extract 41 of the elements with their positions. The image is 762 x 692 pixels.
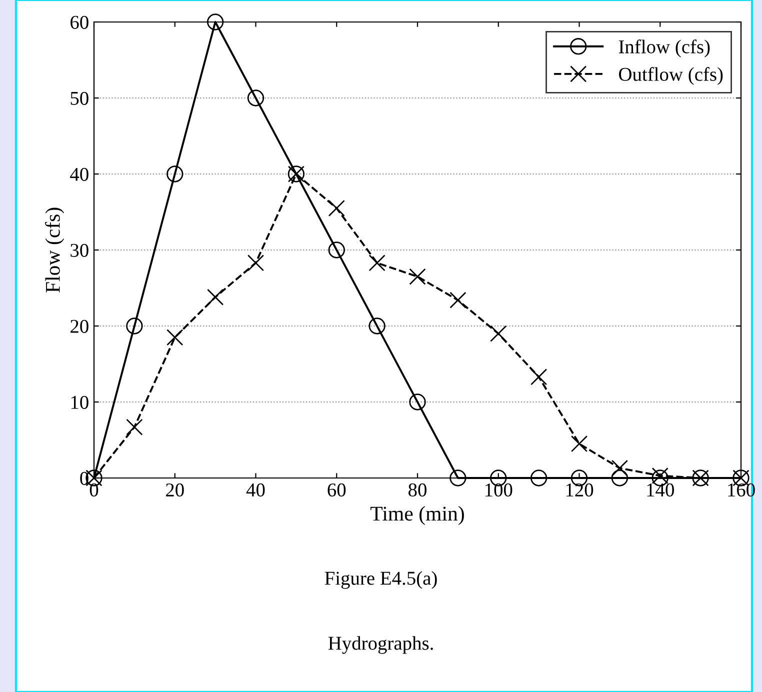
point [570, 435, 588, 452]
point [490, 325, 507, 342]
point [611, 460, 628, 476]
x-tick-label: 140 [647, 483, 674, 497]
point [166, 329, 184, 346]
x-tick-label: 60 [328, 483, 346, 497]
caption: Figure E4.5(a) [324, 571, 437, 589]
text: Hydrographs. [328, 636, 433, 654]
y-tick-label: 30 [70, 244, 88, 257]
y-tick-label: 50 [70, 92, 88, 105]
point [166, 166, 184, 182]
point [328, 242, 345, 258]
x-tick-label: 80 [408, 483, 426, 497]
point [247, 90, 264, 106]
point [126, 418, 143, 436]
x-tick-label: 120 [566, 483, 594, 497]
y-tick-label: 20 [70, 320, 88, 333]
point [450, 470, 466, 486]
point [328, 200, 345, 217]
point [409, 268, 426, 285]
point [530, 470, 548, 486]
legend-label: Outflow (cfs) [619, 67, 723, 85]
x-tick-label: 100 [486, 483, 512, 497]
point [247, 254, 264, 272]
x-axis-title: Time (min) [370, 506, 464, 525]
y-tick-label: 10 [71, 396, 88, 409]
y-tick-label: 40 [70, 168, 88, 181]
legend-label: Inflow (cfs) [618, 40, 710, 58]
point [409, 394, 426, 410]
point [206, 288, 224, 306]
y-tick-label: 60 [70, 16, 88, 29]
y-axis-title: Flow (cfs) [45, 208, 64, 293]
point [450, 292, 466, 308]
point [368, 318, 386, 334]
point [611, 470, 628, 486]
point [368, 254, 386, 272]
point [126, 318, 143, 334]
x-tick-label: 40 [246, 483, 265, 497]
point [530, 368, 548, 386]
point [206, 14, 224, 30]
x-tick-label: 20 [166, 483, 184, 497]
